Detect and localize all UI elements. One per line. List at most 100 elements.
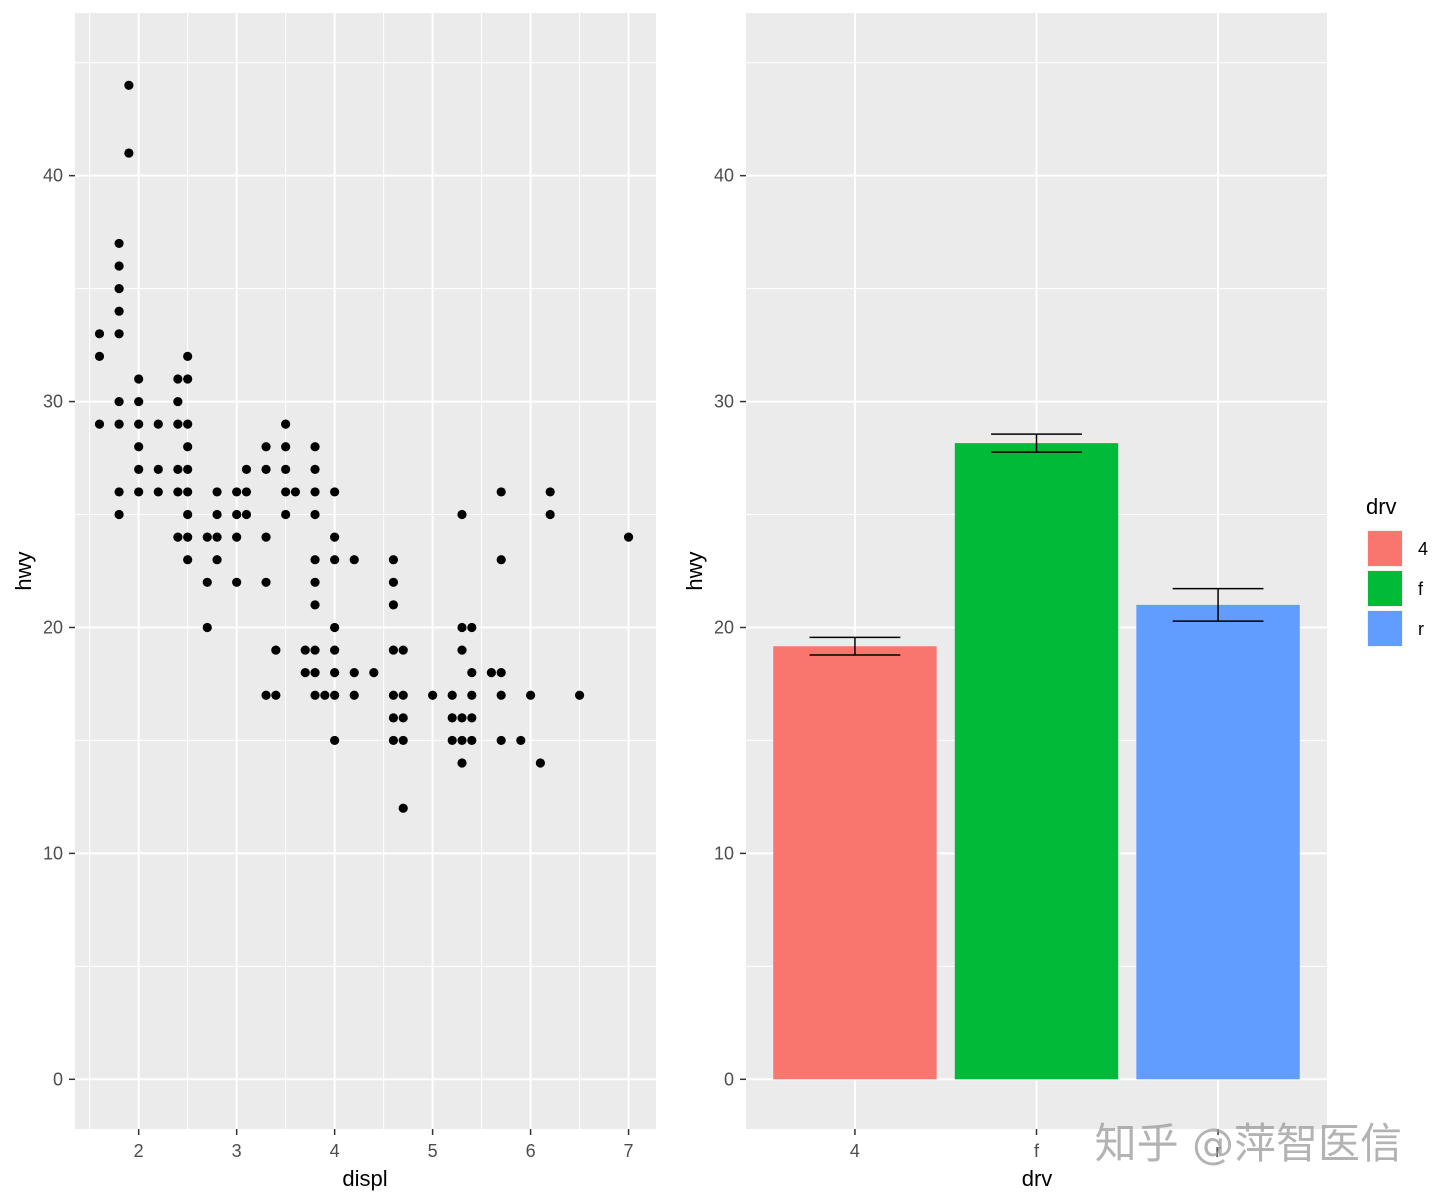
- scatter-point: [467, 622, 477, 633]
- scatter-x-tick-label: 5: [428, 1141, 438, 1161]
- bar-y-tick-label: 20: [714, 617, 734, 637]
- scatter-x-tick-label: 6: [526, 1141, 536, 1161]
- scatter-point: [623, 532, 634, 542]
- scatter-points: [94, 80, 634, 813]
- scatter-y-tick-label: 10: [43, 843, 63, 863]
- scatter-point: [310, 668, 320, 678]
- scatter-point: [202, 622, 212, 633]
- scatter-point: [516, 735, 526, 746]
- scatter-point: [330, 645, 340, 655]
- scatter-point: [457, 713, 467, 723]
- scatter-point: [310, 690, 320, 700]
- scatter-point: [281, 464, 291, 474]
- scatter-y-axis-title: hwy: [11, 551, 36, 590]
- scatter-y-tick-label: 20: [43, 617, 63, 637]
- scatter-x-axis-title: displ: [342, 1166, 387, 1191]
- scatter-point: [388, 690, 399, 700]
- legend-key-label: f: [1418, 579, 1424, 599]
- scatter-point: [114, 396, 124, 407]
- scatter-point: [212, 509, 222, 520]
- scatter-point: [496, 555, 506, 565]
- scatter-point: [330, 555, 340, 565]
- scatter-point: [457, 758, 467, 768]
- bar-r: [1136, 604, 1300, 1080]
- watermark-text: 知乎 @萍智医信: [1095, 1119, 1402, 1168]
- scatter-point: [398, 645, 408, 655]
- bar-x-tick-label: 4: [850, 1141, 860, 1161]
- bar-x-tick-label: f: [1034, 1141, 1040, 1161]
- scatter-point: [173, 419, 183, 429]
- scatter-point: [330, 622, 340, 633]
- scatter-point: [388, 713, 399, 723]
- scatter-point: [241, 509, 252, 520]
- scatter-point: [94, 419, 105, 429]
- scatter-point: [349, 690, 359, 700]
- legend: drv 4 fr: [1366, 494, 1428, 647]
- scatter-point: [134, 442, 144, 452]
- scatter-point: [545, 487, 555, 497]
- scatter-point: [398, 713, 408, 723]
- scatter-point: [467, 668, 477, 678]
- scatter-point: [496, 690, 506, 700]
- scatter-point: [183, 555, 193, 565]
- scatter-point: [320, 690, 330, 700]
- legend-title: drv: [1366, 494, 1397, 519]
- scatter-point: [114, 329, 124, 339]
- scatter-point: [349, 555, 359, 565]
- scatter-point: [183, 374, 193, 384]
- scatter-point: [134, 396, 144, 407]
- scatter-point: [281, 509, 291, 520]
- error-bar-f: [991, 433, 1082, 453]
- scatter-point: [94, 329, 105, 339]
- scatter-point: [330, 735, 340, 746]
- scatter-point: [241, 487, 252, 497]
- scatter-point: [535, 758, 545, 768]
- scatter-point: [232, 487, 242, 497]
- scatter-point: [183, 351, 193, 361]
- scatter-point: [496, 668, 506, 678]
- scatter-point: [114, 238, 124, 249]
- scatter-point: [281, 419, 291, 429]
- scatter-point: [447, 735, 457, 746]
- scatter-point: [545, 509, 555, 520]
- scatter-point: [388, 555, 399, 565]
- scatter-point: [310, 464, 320, 474]
- scatter-point: [467, 690, 477, 700]
- scatter-point: [467, 735, 477, 746]
- scatter-point: [447, 690, 457, 700]
- scatter-x-tick-label: 4: [330, 1141, 340, 1161]
- legend-item-4: 4: [1367, 530, 1428, 567]
- scatter-point: [173, 464, 183, 474]
- legend-key-swatch: [1368, 611, 1402, 646]
- scatter-point: [183, 442, 193, 452]
- scatter-point: [232, 509, 242, 520]
- bar-y-tick-label: 40: [714, 166, 734, 186]
- legend-key-label: r: [1418, 619, 1424, 639]
- scatter-point: [261, 442, 271, 452]
- bar-error-bars: [809, 433, 1264, 656]
- scatter-y-axis: 0 10 20 30 40: [43, 166, 75, 1089]
- legend-key-swatch: [1368, 531, 1402, 566]
- bar-4: [773, 646, 937, 1080]
- scatter-point: [261, 577, 271, 587]
- scatter-x-axis: 2 3 4 5 6 7: [134, 1129, 634, 1161]
- scatter-point: [261, 464, 271, 474]
- scatter-point: [153, 464, 163, 474]
- scatter-point: [428, 690, 438, 700]
- scatter-point: [310, 600, 320, 610]
- scatter-point: [496, 487, 506, 497]
- scatter-point: [261, 690, 271, 700]
- bar-x-tick-label: r: [1215, 1141, 1221, 1161]
- scatter-point: [388, 645, 399, 655]
- scatter-point: [457, 509, 467, 520]
- scatter-point: [457, 622, 467, 633]
- scatter-x-tick-label: 3: [232, 1141, 242, 1161]
- scatter-y-tick-label: 30: [43, 392, 63, 412]
- scatter-point: [388, 600, 399, 610]
- legend-key-swatch: [1368, 571, 1402, 606]
- scatter-point: [183, 464, 193, 474]
- scatter-point: [310, 577, 320, 587]
- scatter-point: [271, 645, 281, 655]
- scatter-point: [124, 148, 134, 158]
- scatter-point: [202, 532, 212, 542]
